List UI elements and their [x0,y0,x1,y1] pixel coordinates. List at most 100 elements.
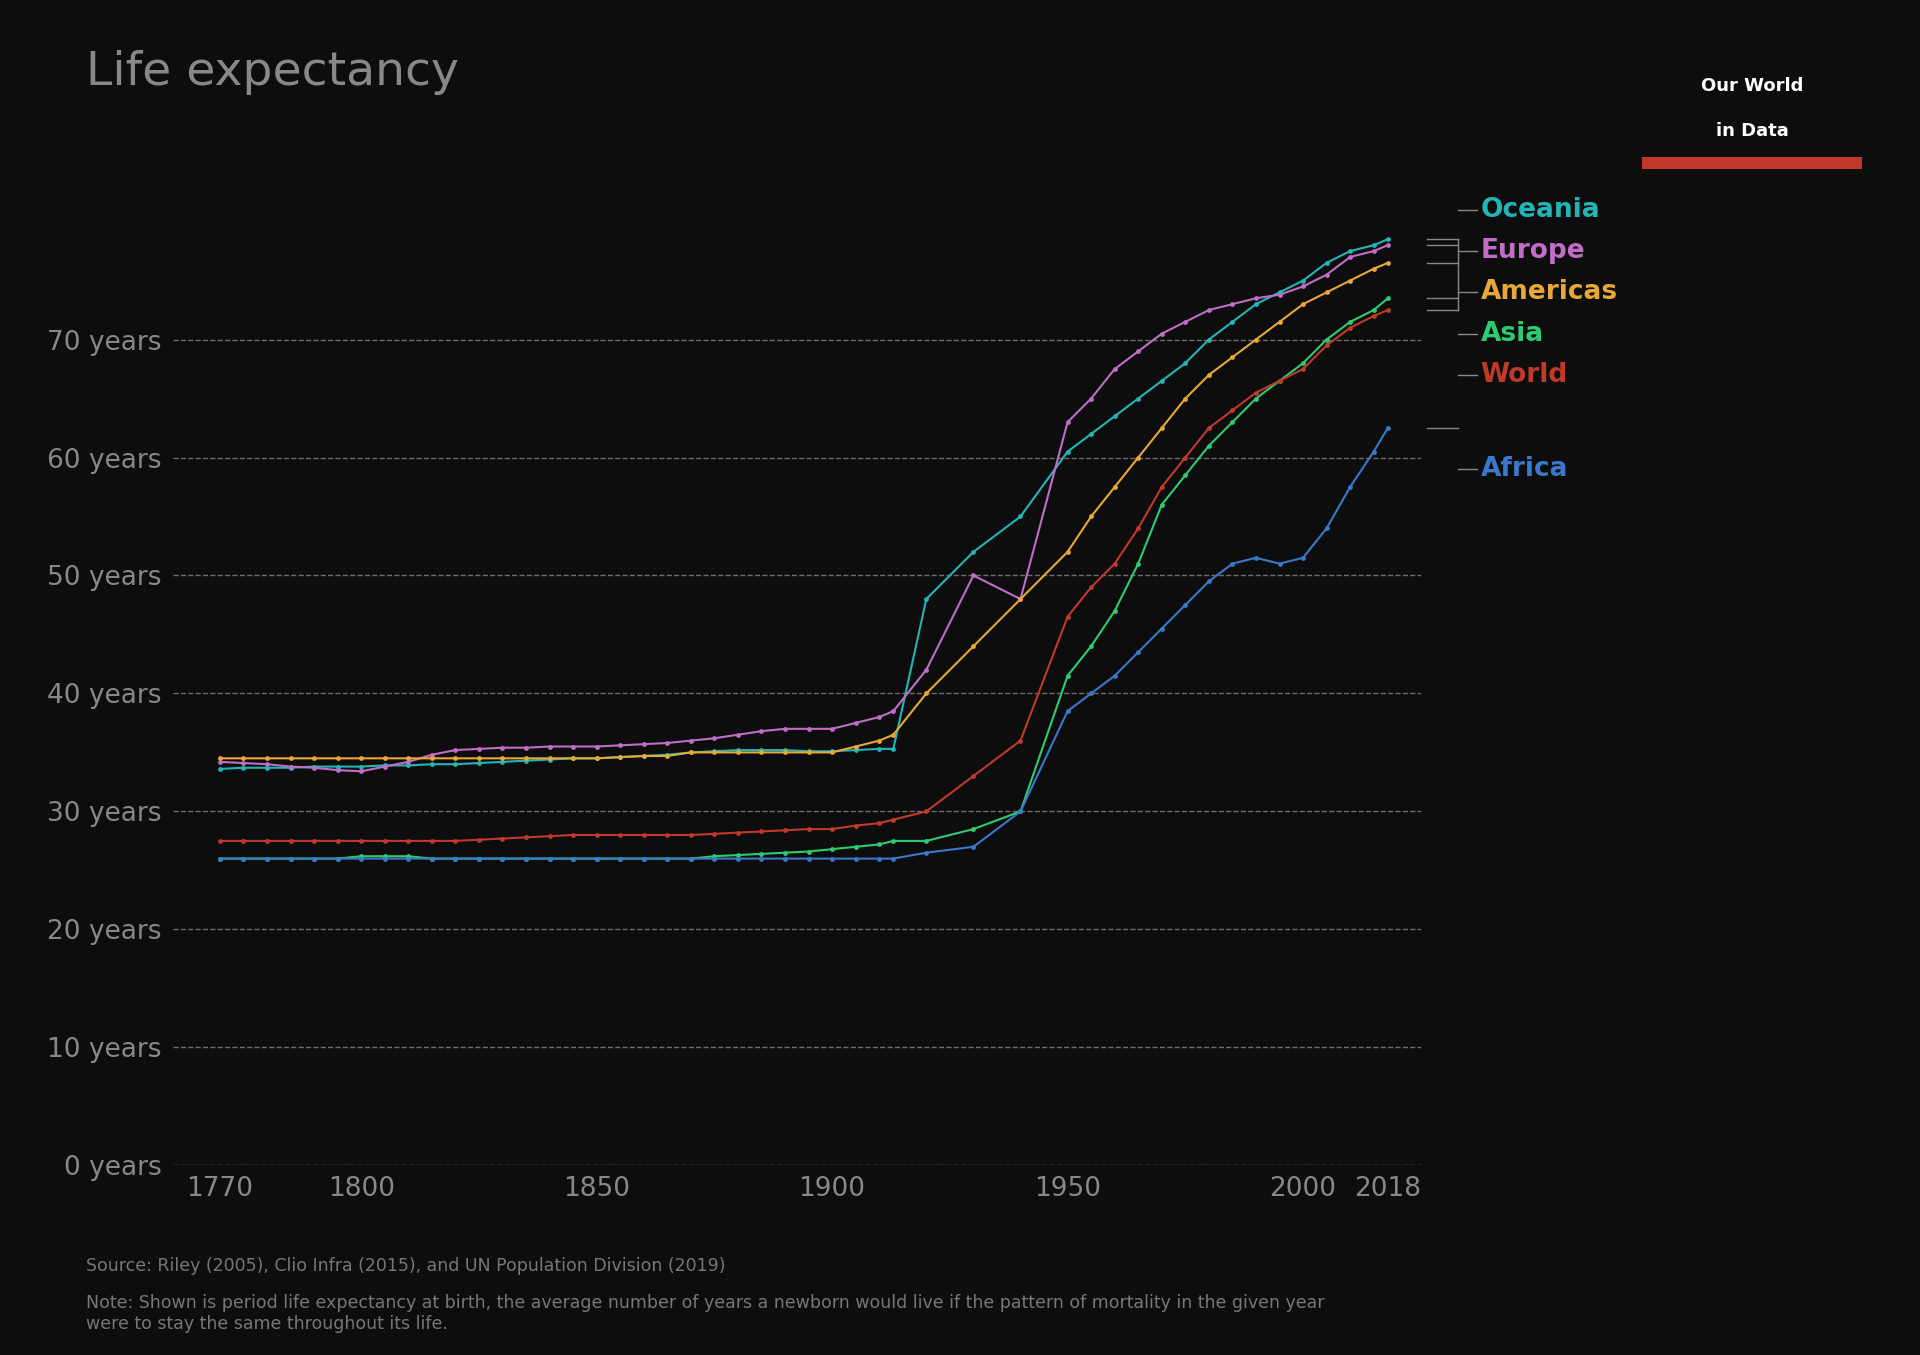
Point [676,848,707,870]
Point [369,846,399,867]
Point [770,848,801,870]
Point [864,833,895,855]
Point [1288,358,1319,379]
Point [877,831,908,852]
Point [582,748,612,770]
Point [488,751,518,772]
Point [1334,240,1365,262]
Point [511,737,541,759]
Text: Note: Shown is period life expectancy at birth, the average number of years a ne: Note: Shown is period life expectancy at… [86,1294,1325,1333]
Point [747,740,778,762]
Point [463,738,493,760]
Point [557,848,588,870]
Point [877,848,908,870]
Point [1006,730,1037,752]
Point [300,848,330,870]
Point [628,745,659,767]
Point [722,821,753,843]
Point [1123,447,1154,469]
Point [252,757,282,779]
Point [1263,370,1294,392]
Point [1146,476,1177,497]
Point [557,736,588,757]
Point [1334,270,1365,291]
Point [369,756,399,778]
Point [816,848,847,870]
Point [841,836,872,858]
Point [1311,329,1342,351]
Point [1311,282,1342,304]
Point [1194,417,1225,439]
Point [793,840,824,862]
Point [1311,518,1342,539]
Point [440,848,470,870]
Point [488,737,518,759]
Point [323,756,353,778]
Point [722,741,753,763]
Point [877,701,908,722]
Point [346,846,376,867]
Point [205,757,236,779]
Point [582,736,612,757]
Point [557,848,588,870]
Point [747,821,778,843]
Point [816,718,847,740]
Point [864,706,895,728]
Point [1052,665,1083,687]
Point [1217,347,1248,369]
Point [511,848,541,870]
Point [488,828,518,850]
Point [440,740,470,762]
Point [1006,505,1037,527]
Point [369,755,399,776]
Point [1373,229,1404,251]
Point [1052,606,1083,627]
Point [534,748,564,770]
Point [1217,412,1248,434]
Point [605,747,636,768]
Text: in Data: in Data [1716,122,1788,140]
Point [300,757,330,779]
Point [699,846,730,867]
Point [252,848,282,870]
Point [488,748,518,770]
Point [205,848,236,870]
Point [275,831,305,852]
Point [300,831,330,852]
Bar [1642,157,1862,169]
Point [699,848,730,870]
Point [653,732,684,753]
Point [1100,476,1131,497]
Point [722,740,753,762]
Point [323,759,353,780]
Point [676,741,707,763]
Point [252,748,282,770]
Text: Asia: Asia [1480,321,1544,347]
Point [511,848,541,870]
Point [228,752,259,774]
Point [699,741,730,763]
Point [910,841,941,863]
Point [1240,388,1271,409]
Point [958,635,989,657]
Point [877,724,908,745]
Point [1194,299,1225,321]
Point [417,753,447,775]
Point [1357,240,1388,262]
Point [534,749,564,771]
Point [557,824,588,846]
Point [1169,388,1200,409]
Point [747,848,778,870]
Point [1146,493,1177,515]
Point [1217,553,1248,575]
Point [1217,293,1248,314]
Point [1263,370,1294,392]
Point [582,848,612,870]
Point [1194,364,1225,386]
Point [1075,635,1106,657]
Point [841,713,872,734]
Point [1217,400,1248,421]
Point [1311,264,1342,286]
Point [1240,287,1271,309]
Point [1357,440,1388,462]
